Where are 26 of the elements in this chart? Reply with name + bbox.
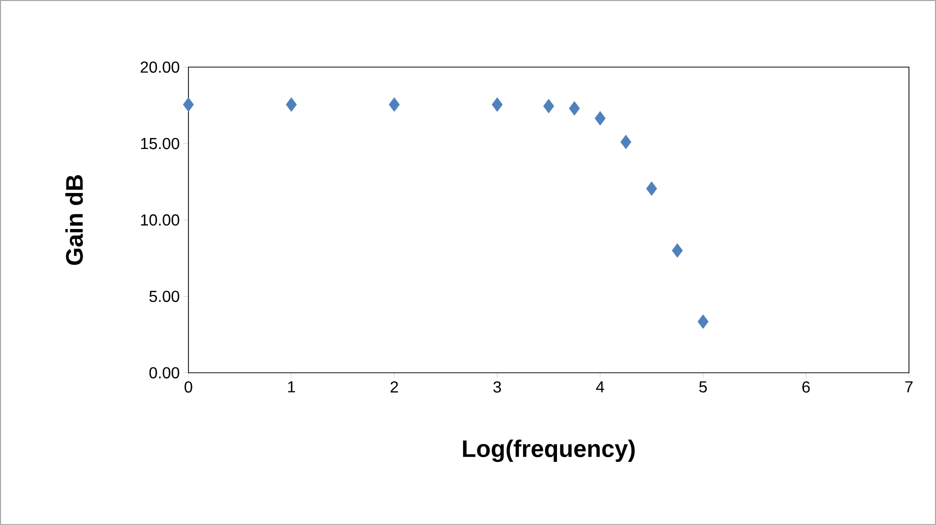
- point: [620, 134, 632, 150]
- y-tick-label: 15.00: [141, 138, 180, 150]
- point: [594, 111, 606, 126]
- point: [286, 97, 297, 112]
- x-tick-label: 5: [699, 381, 707, 392]
- x-tick-label: 4: [596, 381, 604, 392]
- y-tick-label: 10.00: [141, 214, 180, 226]
- y-tick-label: 5.00: [149, 290, 180, 302]
- point: [492, 97, 503, 112]
- y-tick-label: 20.00: [140, 61, 180, 73]
- x-tick-label: 7: [905, 381, 913, 392]
- point: [543, 98, 554, 114]
- point: [388, 97, 400, 112]
- x-tick-label: 6: [802, 381, 810, 393]
- point: [698, 314, 709, 329]
- point: [672, 243, 683, 258]
- x-axis-title: Log(frequency): [463, 440, 635, 462]
- x-tick-label: 0: [184, 381, 192, 393]
- x-tick-label: 3: [493, 381, 501, 393]
- y-axis-title: Gain dB: [65, 175, 83, 265]
- x-tick-label: 1: [288, 381, 295, 392]
- x-tick-label: 2: [390, 381, 398, 392]
- point: [646, 181, 658, 196]
- point: [568, 101, 580, 116]
- y-tick-label: 0.00: [149, 367, 180, 378]
- point: [182, 97, 194, 112]
